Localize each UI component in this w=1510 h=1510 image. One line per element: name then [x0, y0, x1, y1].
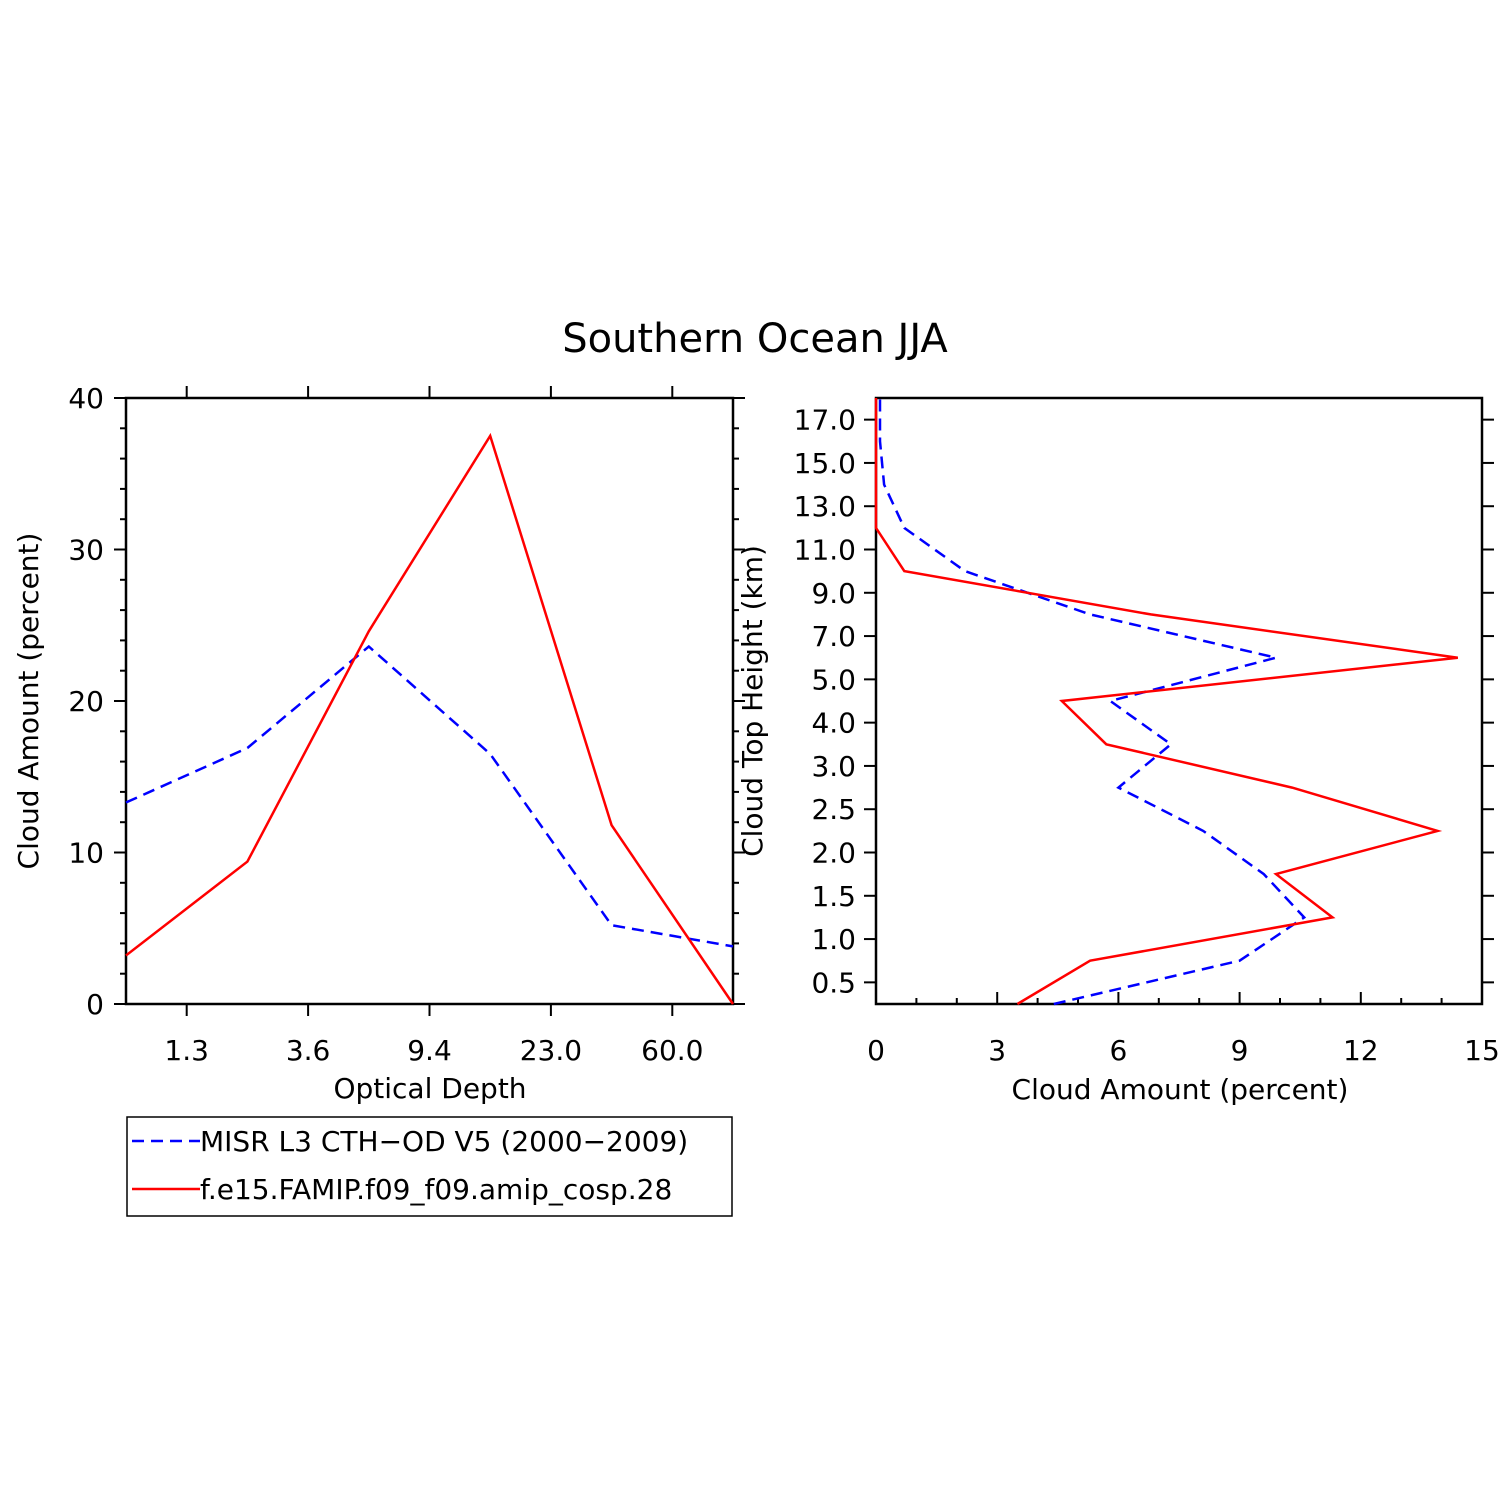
- right-series-misr-line: [878, 398, 1307, 1006]
- right-x-tick-label: 15: [1464, 1034, 1500, 1067]
- right-y-axis-label: Cloud Top Height (km): [736, 545, 769, 857]
- left-x-tick-label: 60.0: [641, 1034, 703, 1067]
- right-series-lines: [874, 398, 1458, 1006]
- left-x-tick-label: 9.4: [407, 1034, 452, 1067]
- left-y-tick-label: 40: [68, 382, 104, 415]
- left-y-tick-label: 30: [68, 534, 104, 567]
- right-x-tick-label: 9: [1231, 1034, 1249, 1067]
- right-y-tick-label: 0.5: [811, 966, 856, 999]
- left-x-tick-label: 3.6: [286, 1034, 331, 1067]
- right-x-tick-label: 3: [988, 1034, 1006, 1067]
- right-x-tick-label: 0: [867, 1034, 885, 1067]
- right-plot-frame: [874, 396, 1484, 1006]
- right-axis-ticks: 0 3 6 9 12 15 0.5 1.0 1.5 2.0 2.5 3.0 4.0 5.0 7.0 9.0 11…: [794, 404, 1500, 1067]
- right-x-tick-label: 6: [1109, 1034, 1127, 1067]
- left-x-tick-label: 23.0: [520, 1034, 582, 1067]
- right-y-tick-label: 7.0: [811, 620, 856, 653]
- right-y-tick-label: 5.0: [811, 663, 856, 696]
- right-panel: 0 3 6 9 12 15 0.5 1.0 1.5 2.0 2.5 3.0 4.0 5.0 7.0 9.0 11…: [736, 396, 1500, 1106]
- left-series-lines: [125, 432, 735, 1005]
- right-y-tick-label: 17.0: [794, 404, 856, 437]
- left-series-model-line: [125, 432, 735, 1005]
- right-y-tick-label: 3.0: [811, 750, 856, 783]
- legend-label-model: f.e15.FAMIP.f09_f09.amip_cosp.28: [200, 1173, 672, 1206]
- right-y-tick-label: 11.0: [794, 534, 856, 567]
- right-y-tick-label: 2.0: [811, 837, 856, 870]
- left-y-tick-label: 20: [68, 685, 104, 718]
- left-y-axis-label: Cloud Amount (percent): [12, 533, 45, 870]
- right-y-tick-label: 2.5: [811, 793, 856, 826]
- right-y-tick-label: 4.0: [811, 707, 856, 740]
- left-x-axis-label: Optical Depth: [333, 1072, 526, 1105]
- right-y-tick-label: 13.0: [794, 490, 856, 523]
- right-x-axis-label: Cloud Amount (percent): [1012, 1073, 1349, 1106]
- legend-box: [126, 1116, 733, 1217]
- left-x-tick-label: 1.3: [164, 1034, 209, 1067]
- legend: MISR L3 CTH−OD V5 (2000−2009) f.e15.FAMI…: [126, 1116, 733, 1217]
- left-axis-ticks: 0 10 20 30 40 1.3 3.6 9.4 23.0 60.0: [68, 382, 745, 1067]
- left-y-tick-label: 0: [86, 988, 104, 1021]
- chart-title: Southern Ocean JJA: [562, 316, 948, 362]
- right-y-tick-label: 1.5: [811, 880, 856, 913]
- right-x-tick-label: 12: [1343, 1034, 1379, 1067]
- right-series-model-line: [874, 398, 1458, 1006]
- legend-label-misr: MISR L3 CTH−OD V5 (2000−2009): [200, 1125, 688, 1158]
- right-y-tick-label: 1.0: [811, 923, 856, 956]
- left-series-misr-line: [125, 644, 734, 948]
- right-y-tick-label: 9.0: [811, 577, 856, 610]
- left-y-tick-label: 10: [68, 837, 104, 870]
- left-panel: 0 10 20 30 40 1.3 3.6 9.4 23.0 60.0 Optical Depth…: [12, 382, 745, 1105]
- right-y-tick-label: 15.0: [794, 447, 856, 480]
